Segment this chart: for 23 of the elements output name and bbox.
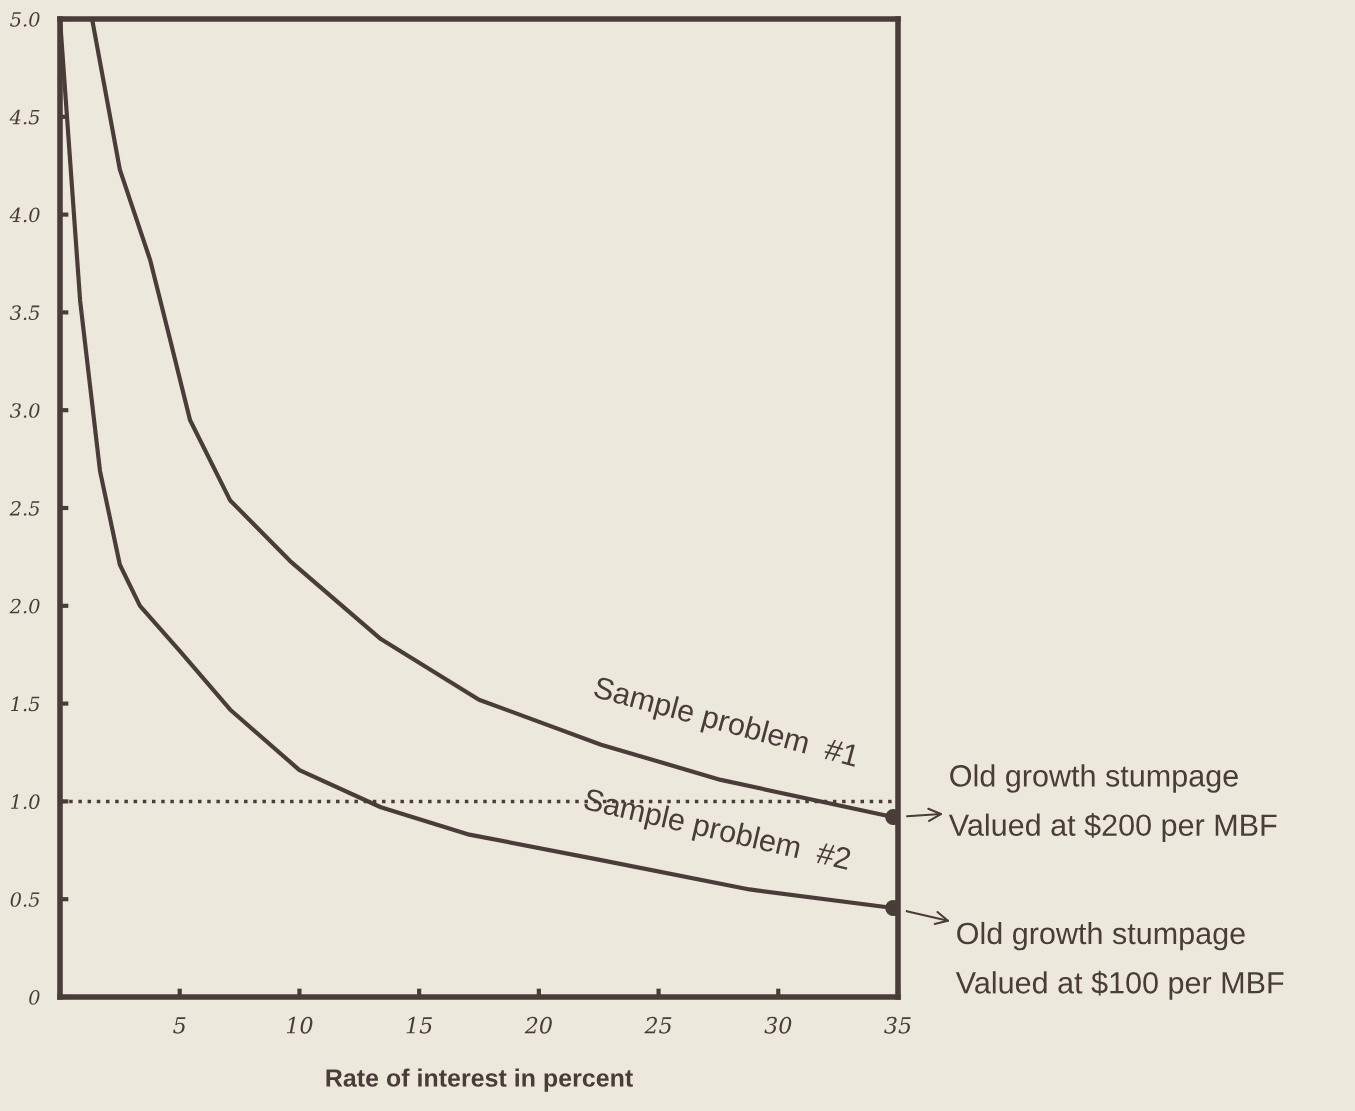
annotation: Old growth stumpage Valued at $100 per MBF <box>955 921 1284 1000</box>
y-tick-label: 3.5 <box>9 305 40 321</box>
x-tick-label: 35 <box>884 1016 911 1034</box>
x-tick-label: 5 <box>173 1017 186 1034</box>
x-tick-label: 25 <box>644 1016 672 1034</box>
annotation: Sample problem #2 <box>581 787 852 876</box>
y-tick-label: 2.0 <box>9 598 40 614</box>
y-tick-label: 0 <box>29 989 40 1005</box>
y-tick-label: 4.5 <box>9 109 40 125</box>
y-tick-label: 2.5 <box>9 500 40 516</box>
y-tick-label: 0.5 <box>10 892 40 907</box>
annotation: Old growth stumpage Valued at $200 per MBF <box>948 764 1277 843</box>
y-tick-label: 5.0 <box>10 11 40 27</box>
x-tick-label: 20 <box>524 1016 552 1034</box>
y-tick-label: 3.0 <box>9 403 40 418</box>
x-axis-title: Rate of interest in percent <box>326 1068 633 1092</box>
x-tick-label: 15 <box>406 1016 432 1034</box>
x-tick-label: 10 <box>286 1016 313 1034</box>
y-tick-label: 4.0 <box>9 207 40 223</box>
y-tick-label: 1.0 <box>10 794 40 810</box>
x-tick-label: 30 <box>764 1016 792 1034</box>
annotation: Sample problem #1 <box>591 675 861 773</box>
y-tick-label: 1.5 <box>10 696 40 712</box>
